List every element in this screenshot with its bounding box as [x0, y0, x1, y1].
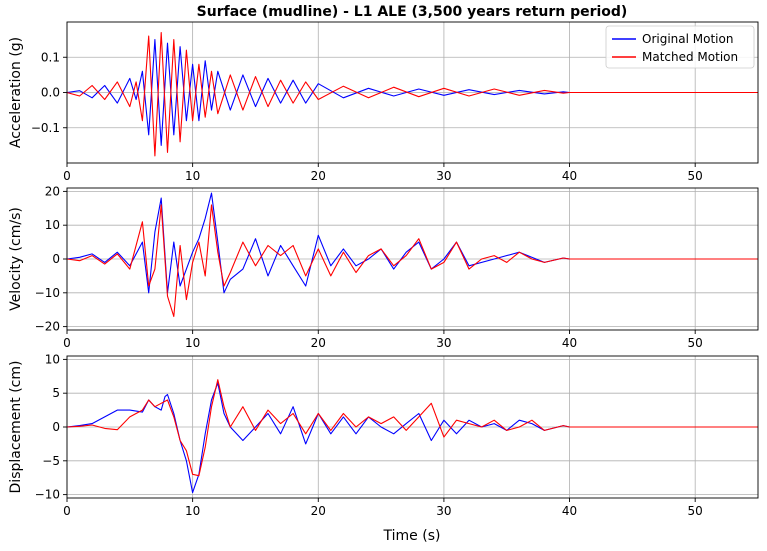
displacement-x-tick-label: 30 — [436, 504, 451, 518]
displacement-x-tick-label: 20 — [311, 504, 326, 518]
velocity-y-tick-label: −20 — [35, 320, 60, 334]
legend: Original Motion Matched Motion — [605, 25, 755, 69]
acceleration-x-tick-label: 30 — [436, 169, 451, 183]
velocity-y-tick-label: −10 — [35, 286, 60, 300]
velocity-x-tick-label: 0 — [63, 336, 71, 350]
displacement-x-tick-label: 40 — [562, 504, 577, 518]
acceleration-y-tick-label: 0.0 — [41, 86, 60, 100]
panel-velocity: 0 10 20 30 40 50 20 10 0 −10 −20 Velocity (cm/s) — [8, 184, 759, 350]
velocity-x-tick-label: 30 — [436, 336, 451, 350]
displacement-series-original — [67, 382, 758, 494]
displacement-y-tick-label: 10 — [45, 352, 60, 366]
displacement-x-tick-label: 10 — [185, 504, 200, 518]
acceleration-x-tick-label: 40 — [562, 169, 577, 183]
displacement-y-tick-label: 5 — [52, 386, 60, 400]
acceleration-x-tick-label: 0 — [63, 169, 71, 183]
displacement-y-tick-label: −10 — [35, 488, 60, 502]
velocity-y-tick-label: 0 — [52, 252, 60, 266]
acceleration-y-tick-label: −0.1 — [31, 121, 60, 135]
legend-label: Original Motion — [642, 32, 733, 46]
velocity-x-tick-label: 40 — [562, 336, 577, 350]
acceleration-x-tick-label: 20 — [311, 169, 326, 183]
velocity-y-axis-label: Velocity (cm/s) — [8, 207, 24, 311]
acceleration-y-axis-label: Acceleration (g) — [8, 37, 24, 148]
acceleration-x-tick-label: 50 — [688, 169, 703, 183]
legend-box — [605, 25, 755, 69]
velocity-x-tick-label: 10 — [185, 336, 200, 350]
velocity-y-tick-label: 10 — [45, 218, 60, 232]
displacement-x-tick-label: 50 — [688, 504, 703, 518]
velocity-x-tick-label: 50 — [688, 336, 703, 350]
velocity-series-matched — [67, 204, 758, 318]
legend-label: Matched Motion — [642, 50, 738, 64]
acceleration-y-tick-label: 0.1 — [41, 50, 60, 64]
velocity-x-tick-label: 20 — [311, 336, 326, 350]
x-axis-label: Time (s) — [383, 528, 441, 544]
displacement-y-tick-label: −5 — [42, 454, 60, 468]
acceleration-series-matched — [67, 32, 758, 157]
acceleration-x-tick-label: 10 — [185, 169, 200, 183]
displacement-x-tick-label: 0 — [63, 504, 71, 518]
velocity-series-original — [67, 192, 758, 294]
displacement-series-matched — [67, 379, 758, 477]
chart-title: Surface (mudline) - L1 ALE (3,500 years … — [197, 4, 628, 20]
displacement-y-axis-label: Displacement (cm) — [8, 361, 24, 494]
velocity-y-tick-label: 20 — [45, 184, 60, 198]
displacement-y-tick-label: 0 — [52, 420, 60, 434]
